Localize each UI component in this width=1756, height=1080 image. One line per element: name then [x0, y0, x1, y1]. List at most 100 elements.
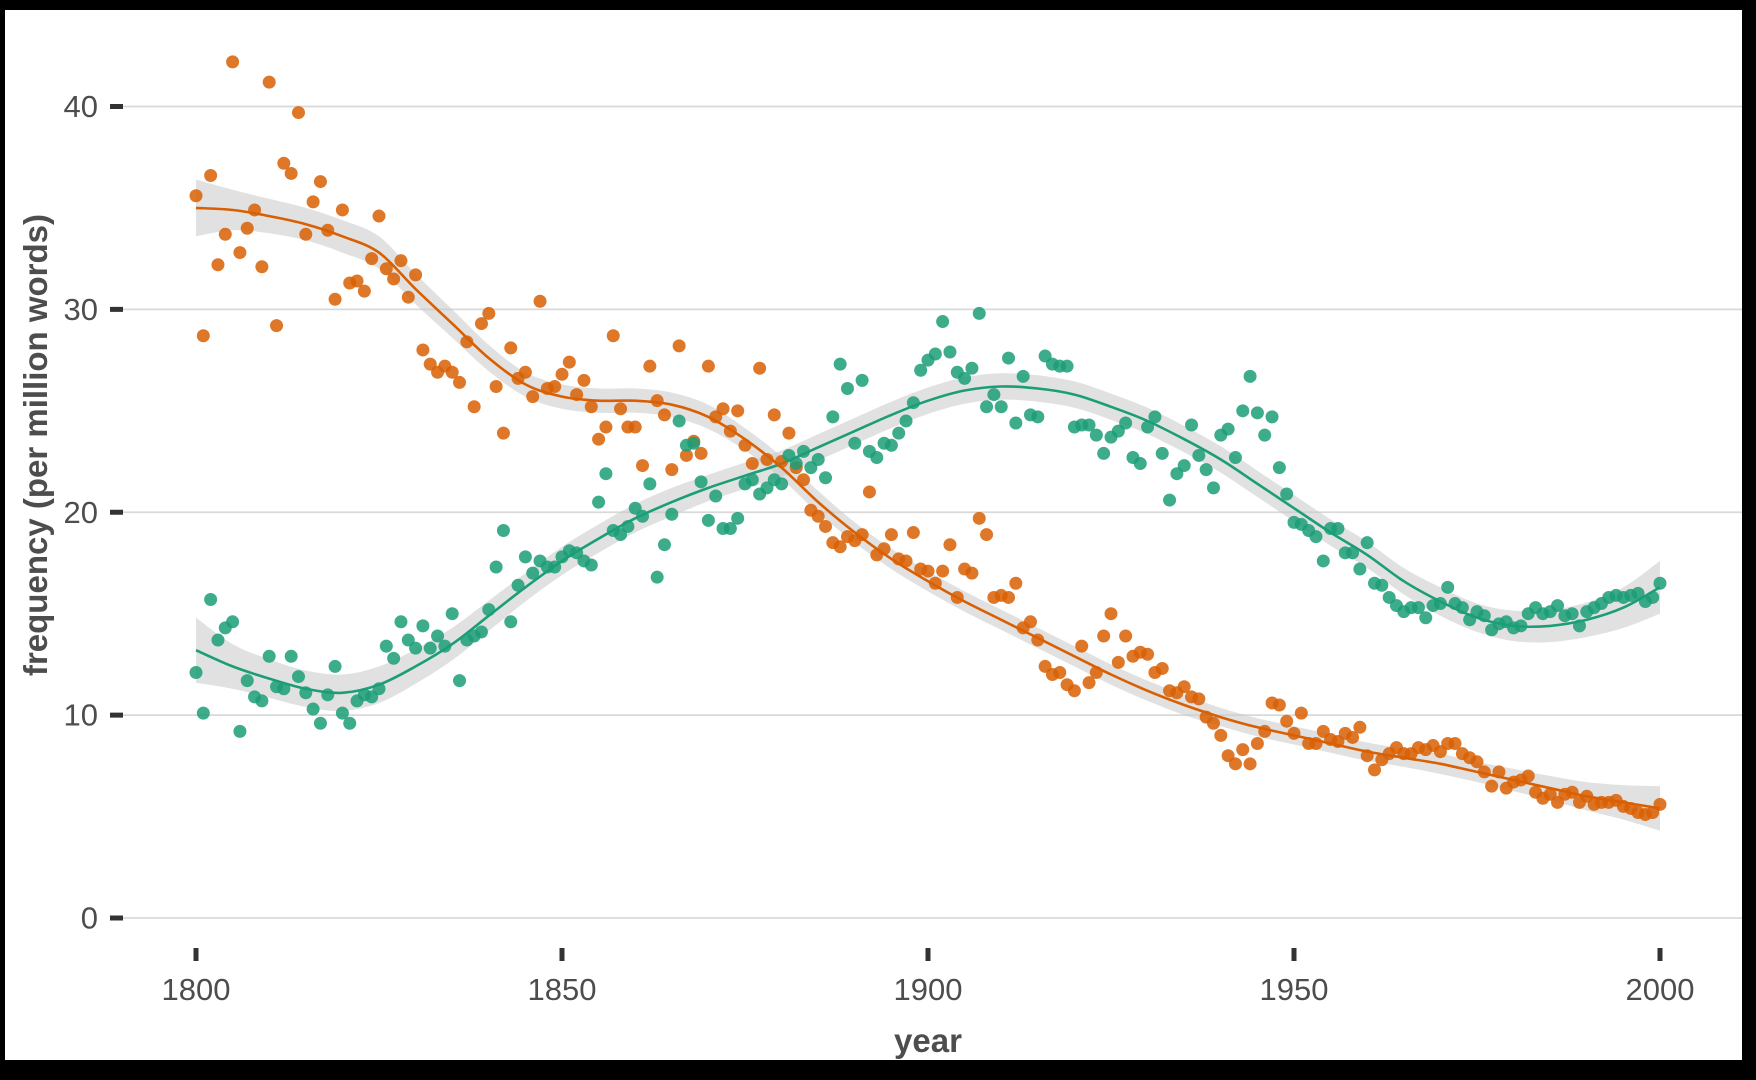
data-point-green	[1455, 601, 1469, 615]
data-point-orange	[1485, 779, 1499, 793]
data-point-green	[840, 381, 854, 395]
data-point-green	[657, 538, 671, 552]
x-tick-mark	[1291, 948, 1297, 961]
data-point-green	[1243, 369, 1257, 383]
data-point-green	[694, 475, 708, 489]
data-point-orange	[606, 329, 620, 343]
data-point-green	[1419, 611, 1433, 625]
data-point-orange	[496, 426, 510, 440]
data-point-green	[321, 688, 335, 702]
data-point-green	[240, 674, 254, 688]
data-point-green	[1258, 428, 1272, 442]
data-point-orange	[943, 538, 957, 552]
data-point-green	[445, 607, 459, 621]
data-point-green	[1514, 619, 1528, 633]
data-point-green	[650, 570, 664, 584]
data-point-green	[1163, 493, 1177, 507]
y-tick-mark	[110, 915, 123, 921]
data-point-green	[797, 444, 811, 458]
data-point-green	[306, 702, 320, 716]
data-point-orange	[504, 341, 518, 355]
data-point-green	[1280, 487, 1294, 501]
data-point-green	[826, 410, 840, 424]
data-point-orange	[1089, 666, 1103, 680]
data-point-orange	[365, 252, 379, 266]
data-point-green	[1272, 461, 1286, 475]
y-tick-mark	[110, 306, 123, 312]
data-point-green	[833, 357, 847, 371]
data-point-green	[394, 615, 408, 629]
data-point-orange	[614, 402, 628, 416]
data-point-orange	[1477, 765, 1491, 779]
data-point-orange	[321, 223, 335, 237]
data-point-green	[965, 361, 979, 375]
data-point-green	[1316, 554, 1330, 568]
data-point-green	[643, 477, 657, 491]
data-point-orange	[650, 394, 664, 408]
data-point-green	[1089, 428, 1103, 442]
data-point-green	[1009, 416, 1023, 430]
data-point-orange	[270, 319, 284, 333]
data-point-orange	[284, 166, 298, 180]
data-point-green	[855, 373, 869, 387]
x-tick-label: 1800	[162, 972, 231, 1007]
y-tick-label: 10	[64, 698, 98, 733]
data-point-green	[1265, 410, 1279, 424]
data-point-orange	[489, 379, 503, 393]
data-point-orange	[255, 260, 269, 274]
data-point-orange	[592, 432, 606, 446]
data-point-orange	[226, 55, 240, 69]
data-point-orange	[372, 209, 386, 223]
data-point-green	[1016, 369, 1030, 383]
x-tick-label: 2000	[1626, 972, 1695, 1007]
data-point-orange	[379, 262, 393, 276]
data-point-green	[255, 694, 269, 708]
y-axis-title: frequency (per million words)	[17, 213, 54, 677]
data-point-green	[1206, 481, 1220, 495]
data-point-orange	[672, 339, 686, 353]
data-point-green	[226, 615, 240, 629]
data-point-green	[277, 682, 291, 696]
data-point-green	[1353, 562, 1367, 576]
data-point-green	[299, 686, 313, 700]
data-point-orange	[1272, 698, 1286, 712]
data-point-green	[196, 706, 210, 720]
data-point-orange	[306, 195, 320, 209]
data-point-green	[372, 682, 386, 696]
data-point-green	[526, 566, 540, 580]
y-tick-label: 40	[64, 89, 98, 124]
data-point-orange	[855, 528, 869, 542]
data-point-orange	[401, 290, 415, 304]
data-point-green	[672, 414, 686, 428]
data-point-green	[262, 649, 276, 663]
data-point-orange	[1141, 647, 1155, 661]
data-point-green	[621, 519, 635, 533]
data-point-green	[1565, 607, 1579, 621]
data-point-green	[819, 471, 833, 485]
x-tick-mark	[193, 948, 199, 961]
data-point-orange	[262, 75, 276, 89]
data-point-orange	[409, 268, 423, 282]
ci-band-orange	[196, 179, 1660, 831]
data-point-orange	[716, 402, 730, 416]
data-point-orange	[811, 509, 825, 523]
data-point-green	[211, 633, 225, 647]
data-point-orange	[928, 576, 942, 590]
data-point-green	[1375, 578, 1389, 592]
data-point-orange	[701, 359, 715, 373]
data-point-orange	[196, 329, 210, 343]
data-point-orange	[1119, 629, 1133, 643]
data-point-green	[980, 400, 994, 414]
x-axis-title: year	[894, 1022, 962, 1059]
data-point-green	[1221, 422, 1235, 436]
data-point-orange	[445, 365, 459, 379]
data-point-green	[958, 371, 972, 385]
data-point-green	[474, 625, 488, 639]
data-point-orange	[1294, 706, 1308, 720]
data-point-green	[453, 674, 467, 688]
trend-line-orange	[195, 206, 1661, 810]
data-point-orange	[745, 457, 759, 471]
data-point-orange	[767, 408, 781, 422]
data-point-orange	[731, 404, 745, 418]
